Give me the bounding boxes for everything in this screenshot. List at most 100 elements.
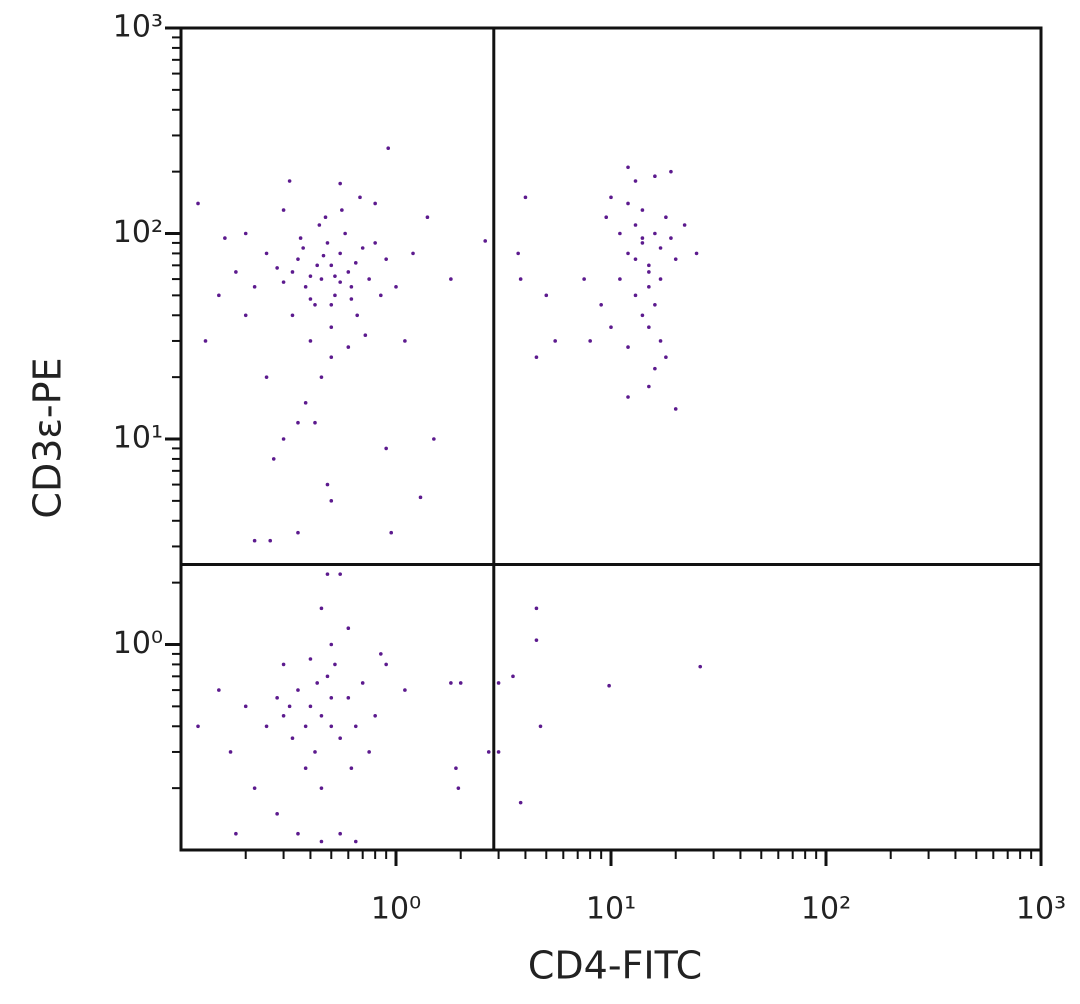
event-dot bbox=[349, 766, 354, 771]
event-dot bbox=[275, 812, 279, 816]
event-dot bbox=[313, 420, 317, 425]
event-dot bbox=[329, 325, 334, 329]
event-dot bbox=[664, 355, 668, 360]
event-dot bbox=[290, 736, 295, 740]
event-dot bbox=[626, 201, 630, 206]
event-dot bbox=[281, 208, 286, 212]
event-dot bbox=[626, 251, 630, 256]
event-dot bbox=[313, 750, 317, 754]
event-dot bbox=[349, 285, 354, 289]
event-dot bbox=[303, 724, 308, 729]
event-dot bbox=[317, 223, 322, 227]
event-dot bbox=[325, 482, 330, 487]
event-dot bbox=[315, 681, 319, 685]
event-dot bbox=[653, 366, 657, 371]
event-dot bbox=[329, 642, 334, 647]
event-dot bbox=[647, 384, 651, 389]
event-dot bbox=[338, 251, 342, 256]
event-dot bbox=[264, 375, 269, 379]
event-dot bbox=[264, 251, 269, 256]
event-dot bbox=[607, 683, 611, 688]
event-dot bbox=[340, 208, 344, 212]
event-dot bbox=[338, 181, 342, 186]
event-dot bbox=[298, 236, 303, 240]
event-dot bbox=[281, 662, 286, 667]
event-dot bbox=[346, 270, 351, 274]
event-dot bbox=[234, 831, 238, 836]
event-dot bbox=[281, 713, 286, 718]
event-dot bbox=[243, 231, 248, 236]
event-dot bbox=[411, 251, 415, 256]
x-axis-label: CD4-FITC bbox=[528, 944, 702, 988]
event-dot bbox=[367, 277, 371, 281]
event-dot bbox=[664, 215, 668, 220]
event-dot bbox=[483, 239, 488, 243]
event-dot bbox=[325, 572, 330, 576]
event-dot bbox=[449, 277, 453, 281]
event-dot bbox=[640, 208, 645, 212]
y-axis-label: CD3ε-PE bbox=[26, 357, 70, 518]
event-dot bbox=[418, 495, 423, 500]
y-tick-label: 10¹ bbox=[113, 421, 163, 456]
event-dot bbox=[315, 263, 319, 268]
event-dot bbox=[534, 355, 539, 360]
event-dot bbox=[454, 766, 458, 771]
event-dot bbox=[626, 395, 630, 399]
event-dot bbox=[360, 681, 365, 685]
event-dot bbox=[673, 407, 678, 411]
event-dot bbox=[290, 270, 295, 274]
event-dot bbox=[275, 696, 279, 700]
event-dot bbox=[647, 263, 651, 268]
event-dot bbox=[384, 662, 388, 667]
event-dot bbox=[217, 293, 221, 298]
event-dot bbox=[384, 257, 388, 261]
event-dot bbox=[234, 270, 238, 274]
event-dot bbox=[658, 339, 663, 343]
plot-frame bbox=[179, 26, 1043, 852]
event-dot bbox=[523, 195, 528, 200]
event-dot bbox=[618, 277, 622, 281]
x-tick-label: 10⁰ bbox=[371, 892, 421, 927]
event-dot bbox=[296, 420, 300, 425]
event-dot bbox=[353, 724, 358, 729]
event-dot bbox=[698, 664, 703, 669]
event-dot bbox=[323, 215, 328, 220]
event-dot bbox=[338, 736, 342, 740]
event-dot bbox=[321, 253, 326, 258]
event-dot bbox=[319, 713, 324, 718]
event-dot bbox=[647, 325, 651, 329]
event-dot bbox=[389, 530, 394, 535]
event-dot bbox=[252, 285, 257, 289]
event-dot bbox=[243, 704, 248, 709]
event-dot bbox=[196, 201, 200, 206]
event-dot bbox=[301, 246, 305, 250]
event-dot bbox=[329, 355, 334, 360]
event-dot bbox=[553, 339, 557, 343]
event-dot bbox=[333, 293, 337, 298]
event-dot bbox=[281, 437, 286, 441]
x-tick-label: 10³ bbox=[1016, 892, 1066, 927]
event-dot bbox=[319, 277, 324, 281]
event-dot bbox=[353, 839, 358, 844]
event-dot bbox=[647, 285, 651, 289]
event-dot bbox=[432, 437, 436, 441]
event-dot bbox=[694, 251, 699, 256]
event-dot bbox=[308, 274, 313, 278]
event-dot bbox=[355, 313, 360, 318]
event-dot bbox=[682, 223, 687, 227]
event-dot bbox=[271, 457, 276, 461]
event-dot bbox=[609, 325, 613, 329]
event-dot bbox=[281, 280, 286, 284]
event-dot bbox=[319, 786, 324, 790]
event-dot bbox=[588, 339, 592, 343]
event-dot bbox=[669, 169, 673, 174]
event-dot bbox=[669, 236, 673, 240]
event-dot bbox=[329, 724, 334, 729]
event-dot bbox=[373, 713, 377, 718]
event-dot bbox=[653, 302, 657, 307]
event-dot bbox=[338, 572, 342, 576]
event-dot bbox=[456, 786, 461, 790]
event-dot bbox=[516, 251, 520, 256]
event-dot bbox=[518, 277, 523, 281]
event-dot bbox=[308, 297, 313, 301]
